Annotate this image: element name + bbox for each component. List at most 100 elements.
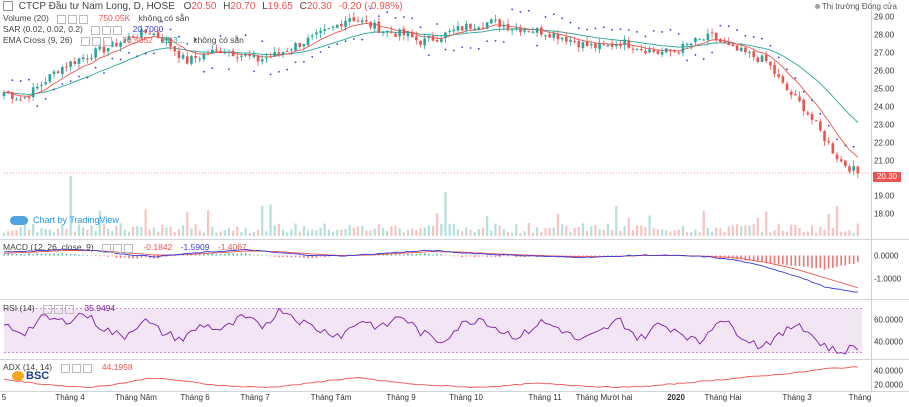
volume-bar [136, 225, 139, 236]
tradingview-watermark[interactable]: Chart by TradingView [10, 215, 119, 226]
adx-legend[interactable]: ADX (14, 14) 44.1958 [3, 362, 133, 373]
volume-bar [731, 225, 734, 236]
macd-axis[interactable]: 0.0000 -1.0000 [872, 240, 909, 299]
rsi-axis[interactable]: 60.0000 40.0000 [872, 300, 909, 359]
volume-bar [456, 229, 460, 236]
symbol-legend[interactable]: CTCP Đầu tư Nam Long, D, HOSE O20.50 H20… [3, 1, 403, 13]
volume-bar [619, 230, 622, 236]
time-tick-label: Tháng 6 [180, 393, 210, 402]
volume-bar [544, 228, 547, 236]
volume-bar [827, 214, 830, 236]
volume-bar [810, 224, 814, 236]
ema-legend[interactable]: EMA Cross (9, 26) 20.5852 21.3... không … [3, 35, 244, 46]
candle-body [140, 29, 143, 38]
volume-bar [161, 224, 164, 236]
pane-separator-macd[interactable] [0, 299, 909, 300]
volume-bar [298, 231, 301, 236]
macd-histogram-bar [444, 255, 447, 256]
candle-body [185, 56, 189, 64]
volume-bar [402, 232, 405, 236]
candle-body [252, 54, 256, 58]
sar-dot [744, 34, 747, 37]
candle-body [781, 76, 785, 83]
volume-bar [23, 224, 26, 236]
legend-buttons[interactable] [60, 363, 94, 373]
sar-dot [61, 83, 64, 85]
candle-body [352, 17, 356, 22]
candle-body [685, 44, 689, 46]
volume-bar [823, 229, 826, 236]
rsi-legend[interactable]: RSI (14) 35.9494 [3, 303, 115, 314]
volume-bar [327, 229, 330, 236]
volume-bar [581, 223, 585, 236]
candle-body [515, 28, 518, 30]
volume-bar [648, 215, 651, 236]
price-axis[interactable]: 29.00 28.00 27.00 26.00 25.00 24.00 23.00 22.00… [872, 0, 909, 239]
volume-bar [440, 223, 443, 236]
sar-legend[interactable]: SAR (0.02, 0.02, 0.2) 20.7000 [3, 24, 163, 35]
candle-body [823, 131, 826, 142]
candle-body [660, 51, 664, 55]
candle-body [852, 166, 855, 171]
candle-body [444, 32, 447, 39]
candle-body [531, 31, 535, 33]
pane-separator-rsi[interactable] [0, 359, 909, 360]
legend-buttons[interactable] [91, 25, 124, 35]
candle-body [760, 55, 764, 62]
candle-body [202, 53, 206, 60]
sar-dot [602, 26, 605, 29]
volume-bar [527, 223, 530, 236]
sar-dot [186, 42, 189, 45]
volume-bar [115, 225, 118, 236]
legend-buttons[interactable] [80, 36, 114, 46]
candle-body [773, 64, 776, 74]
macd-histogram-bar [507, 255, 509, 257]
legend-buttons[interactable] [57, 14, 90, 24]
sar-dot [228, 68, 230, 71]
macd-histogram-bar [294, 255, 297, 258]
legend-buttons[interactable] [43, 304, 76, 314]
candle-body [481, 27, 485, 29]
volume-bar [660, 229, 664, 236]
macd-histogram-bar [461, 255, 463, 258]
macd-histogram-bar [490, 255, 493, 257]
volume-bar [715, 227, 718, 236]
candle-body [556, 34, 560, 40]
candle-body [90, 58, 93, 60]
bsc-logo-text: BSC [26, 370, 50, 382]
volume-legend[interactable]: Volume (20) 750.05K không có sẵn [3, 13, 189, 24]
volume-bar [777, 223, 780, 236]
candle-body [702, 39, 706, 41]
candle-body [77, 58, 81, 64]
current-price-box: 20.30 [873, 172, 901, 182]
candle-body [548, 34, 551, 38]
candle-body [340, 23, 343, 27]
volume-bar [219, 231, 222, 236]
collapse-icon[interactable] [3, 1, 13, 12]
macd-histogram-bar [219, 253, 222, 256]
volume-bar [640, 225, 643, 236]
legend-buttons[interactable] [102, 243, 135, 253]
macd-histogram-bar [78, 254, 80, 256]
candle-body [177, 50, 181, 59]
volume-bar [573, 227, 576, 236]
macd-legend[interactable]: MACD (12, 26, close, 9) -0.1842 -1.5909 … [3, 242, 247, 253]
candle-body [598, 43, 601, 50]
candle-body [273, 52, 277, 57]
macd-histogram-bar [777, 255, 780, 265]
macd-histogram-bar [752, 255, 755, 261]
candle-body [415, 36, 418, 41]
candle-body [744, 47, 747, 53]
volume-bar [223, 229, 226, 236]
adx-axis[interactable]: 40.0000 20.0000 [872, 360, 909, 391]
candle-body [798, 96, 801, 101]
pane-separator-main[interactable] [0, 239, 909, 240]
macd-histogram-bar [740, 255, 743, 260]
volume-bar [311, 229, 314, 236]
macd-histogram-bar [757, 255, 759, 262]
candle-body [694, 37, 697, 43]
macd-histogram-bar [744, 255, 747, 261]
candle-body [285, 51, 289, 53]
candle-body [81, 57, 85, 60]
